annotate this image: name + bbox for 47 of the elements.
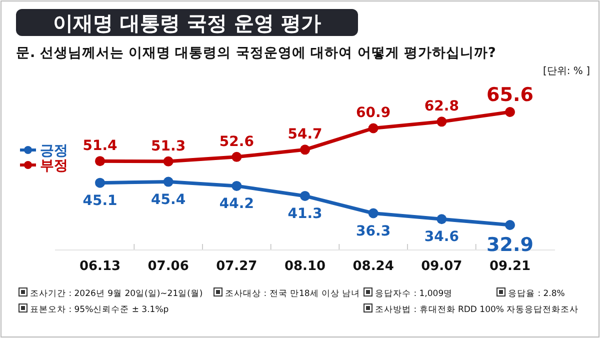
point [232, 180, 242, 191]
text: 응답율 : 2.8% [508, 289, 565, 299]
data-label: 51.4 [82, 138, 118, 154]
data-label: 54.7 [288, 126, 322, 143]
legend-label: 부정 [40, 158, 68, 174]
data-label: 60.9 [356, 105, 391, 122]
data-label: 51.3 [151, 138, 186, 154]
x-tick-label: 06.13 [79, 259, 121, 274]
data-label: 62.8 [424, 98, 459, 115]
point [232, 152, 242, 162]
chart-title: 이재명 대통령 국정 운영 평가 [53, 11, 321, 35]
point [436, 116, 447, 127]
point [436, 214, 447, 224]
text: 응답자수 : 1,009명 [375, 289, 453, 299]
data-label: 45.1 [82, 192, 118, 209]
point [163, 156, 174, 166]
x-tick-label: 07.06 [148, 259, 189, 274]
point [300, 144, 310, 155]
text: [단위: % ] [542, 66, 590, 77]
data-label: 52.6 [219, 134, 254, 150]
x-tick-label: 09.07 [421, 259, 462, 274]
text: 표본오차 : 95%신뢰수준 ± 3.1%p [30, 305, 169, 315]
point [163, 176, 174, 187]
x-tick-label: 08.10 [284, 259, 326, 274]
data-label: 44.2 [219, 196, 254, 212]
data-label: 65.6 [486, 84, 534, 106]
text: 조사기간 : 2026년 9월 20일(일)~21일(월) [30, 289, 203, 299]
point [300, 190, 310, 201]
title: 이재명 대통령 국정 운영 평가 [16, 9, 358, 36]
data-label: 36.3 [356, 223, 391, 240]
point [368, 208, 378, 218]
data-label: 41.3 [288, 206, 322, 222]
data-label: 45.4 [151, 192, 186, 208]
text: 조사방법 : 휴대전화 RDD 100% 자동응답전화조사 [375, 305, 579, 315]
point [95, 178, 105, 188]
point [95, 156, 105, 166]
data-label: 32.9 [486, 234, 534, 256]
x-tick-label: 07.27 [216, 259, 258, 274]
text: 조사대상 : 전국 만18세 이상 남녀 [225, 289, 360, 299]
point [368, 123, 378, 134]
chart-subtitle: 문. 선생님께서는 이재명 대통령의 국정운영에 대하여 어떻게 평가하십니까? [16, 45, 496, 61]
point [505, 107, 515, 117]
legend-label: 긍정 [40, 143, 68, 159]
point [505, 220, 515, 230]
x-tick-label: 08.24 [352, 259, 394, 274]
data-label: 34.6 [424, 229, 459, 246]
x-tick-label: 09.21 [489, 259, 531, 274]
